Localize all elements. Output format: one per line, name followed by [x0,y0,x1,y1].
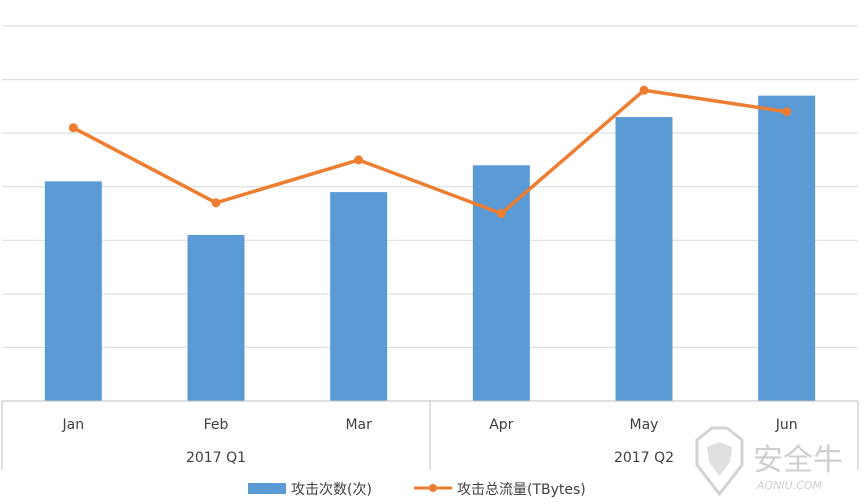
watermark-title: 安全牛 [753,443,843,478]
legend-line-label: 攻击总流量(TBytes) [457,482,586,498]
line-point [496,209,506,218]
x-tick-label: May [630,417,659,433]
x-group-label: 2017 Q1 [186,450,246,466]
bar-series [44,95,816,402]
x-group-label: 2017 Q2 [614,450,674,466]
bar [44,181,102,401]
line-point [211,198,221,208]
line-point [68,123,78,133]
bar [330,192,388,401]
bar [187,234,245,401]
legend-bar-swatch [248,483,286,494]
watermark-subtitle: AQNIU.COM [756,479,823,492]
watermark-face-icon [707,442,732,476]
bar [472,165,530,401]
category-labels: Jan Feb Mar Apr May Jun [62,417,798,433]
gridlines [2,25,858,348]
x-tick-label: Mar [345,417,372,433]
category-axis [1,400,859,470]
group-labels: 2017 Q1 2017 Q2 [186,450,674,466]
line-point [639,85,649,95]
legend-line-marker [429,484,437,492]
x-tick-label: Apr [489,417,513,433]
watermark: 安全牛 AQNIU.COM [695,426,843,497]
line-path [72,88,787,216]
bar [615,117,673,402]
line-point [354,155,364,165]
watermark-shield-icon [695,426,744,497]
x-tick-label: Jan [62,417,85,433]
line-series [68,85,792,218]
bar [758,95,816,402]
legend-bar-label: 攻击次数(次) [291,482,372,498]
legend: 攻击次数(次) 攻击总流量(TBytes) [248,482,586,498]
x-tick-label: Jun [775,417,798,433]
line-point [782,107,792,117]
x-tick-label: Feb [204,417,229,433]
